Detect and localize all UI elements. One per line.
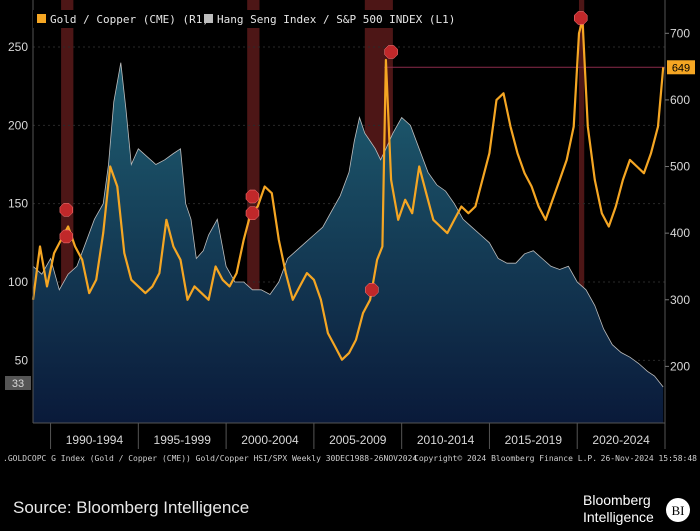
- event-flag-icon: [365, 283, 379, 297]
- last-value-right-text: 649: [672, 62, 690, 74]
- right-tick-label: 200: [670, 359, 690, 373]
- x-axis-ticks: 1990-1994 1995-1999 2000-2004 2005-2009 2010…: [50, 423, 666, 449]
- right-tick-label: 400: [670, 226, 690, 240]
- left-tick-label: 50: [15, 353, 29, 367]
- last-value-left: 33: [5, 376, 31, 390]
- x-tick-label: 2015-2019: [505, 433, 563, 447]
- right-tick-label: 600: [670, 93, 690, 107]
- hsi-spx-area: [33, 62, 664, 423]
- bi-badge-icon: [666, 498, 690, 522]
- bloomberg-logo: Bloomberg Intelligence BI: [583, 492, 690, 525]
- legend-label-gold-copper: Gold / Copper (CME) (R1): [50, 13, 209, 26]
- right-tick-label: 300: [670, 293, 690, 307]
- footer-meta-left: .GOLDCOPC G Index (Gold / Copper (CME)) …: [3, 454, 417, 463]
- legend-label-hsi-spx: Hang Seng Index / S&P 500 INDEX (L1): [217, 13, 455, 26]
- right-axis-ticks: 200 300 400 500 600 700: [665, 26, 690, 373]
- x-tick-label: 2010-2014: [417, 433, 475, 447]
- last-value-right: 649: [667, 60, 695, 75]
- x-tick-label: 2000-2004: [241, 433, 299, 447]
- event-flag-icon: [574, 11, 588, 25]
- x-tick-label: 2020-2024: [592, 433, 650, 447]
- hsi-spx-line: [32, 62, 664, 388]
- left-tick-label: 150: [8, 197, 28, 211]
- x-tick-label: 2005-2009: [329, 433, 387, 447]
- right-tick-label: 500: [670, 160, 690, 174]
- event-flag-icon: [59, 203, 74, 217]
- legend: Gold / Copper (CME) (R1) Hang Seng Index…: [33, 10, 455, 28]
- x-tick-label: 1990-1994: [66, 433, 124, 447]
- event-flag-icon: [384, 45, 398, 59]
- left-tick-label: 250: [8, 40, 28, 54]
- gold-copper-line: [31, 18, 665, 361]
- event-flag-icon: [245, 206, 260, 220]
- right-tick-label: 700: [670, 26, 690, 40]
- recession-band: [578, 0, 585, 423]
- footer-meta-copyright: Copyright© 2024 Bloomberg Finance L.P.: [414, 454, 597, 463]
- legend-swatch-hsi-spx: [204, 14, 213, 23]
- footer-meta-timestamp: 26-Nov-2024 15:58:48: [601, 454, 698, 463]
- last-value-left-text: 33: [12, 378, 24, 390]
- left-axis-ticks: 50 100 150 200 250: [8, 40, 28, 367]
- left-tick-label: 100: [8, 275, 28, 289]
- legend-swatch-gold-copper: [37, 14, 46, 23]
- event-flag-icon: [59, 229, 74, 244]
- source-caption: Source: Bloomberg Intelligence: [13, 498, 249, 517]
- left-tick-label: 200: [8, 118, 28, 132]
- x-tick-label: 1995-1999: [154, 433, 212, 447]
- bi-badge-text: BI: [672, 503, 685, 518]
- brand-line1: Bloomberg: [583, 492, 651, 508]
- brand-line2: Intelligence: [583, 509, 654, 525]
- event-flag-icon: [245, 189, 260, 204]
- flag-markers: [59, 11, 588, 297]
